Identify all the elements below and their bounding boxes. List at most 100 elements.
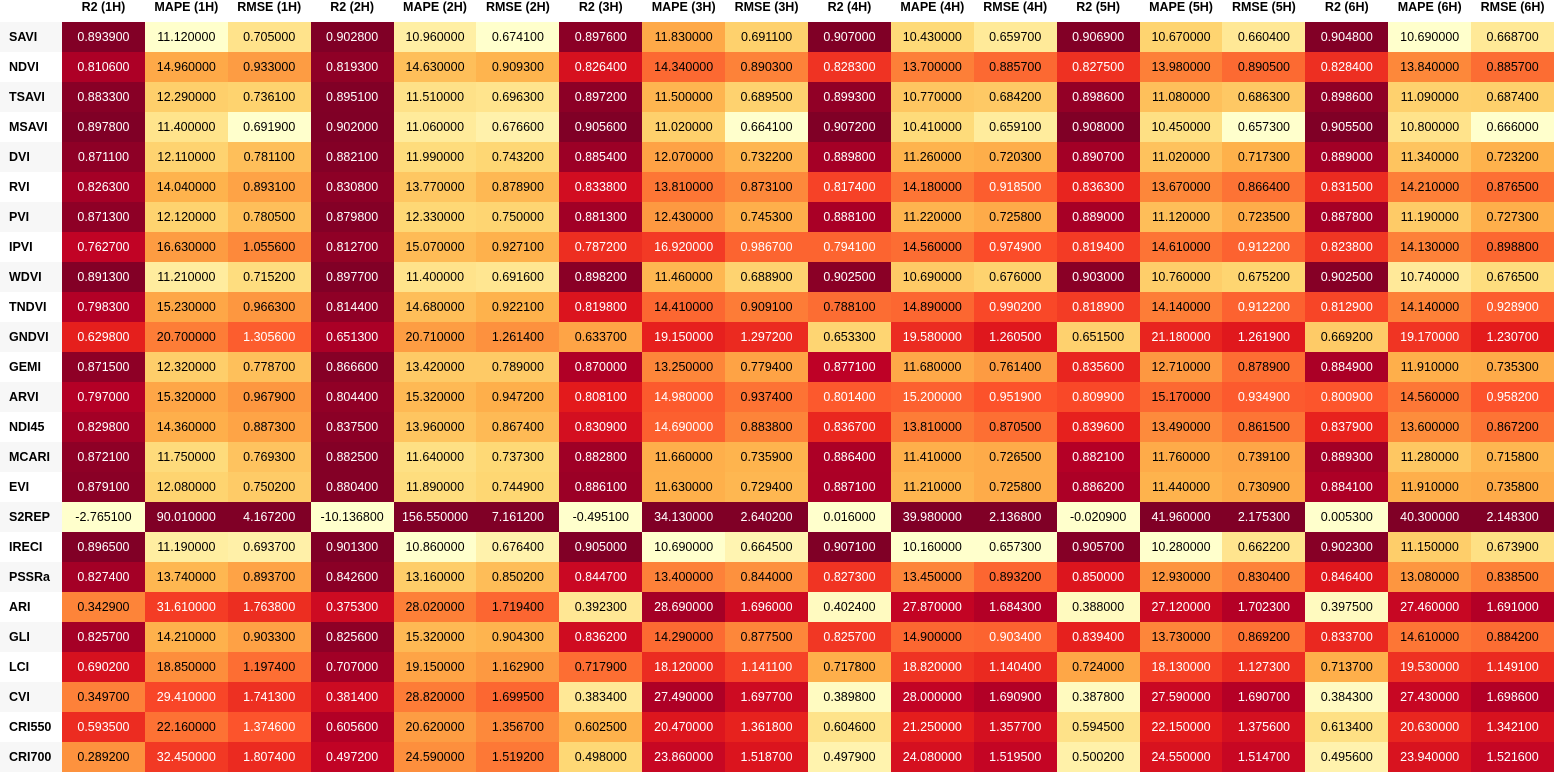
row-header: LCI: [0, 652, 62, 682]
heatmap-cell: 31.610000: [144, 592, 228, 622]
heatmap-cell: 11.120000: [144, 22, 228, 52]
heatmap-cell: 32.450000: [144, 742, 228, 772]
table-row: NDI45 0.829800 14.360000 0.887300 0.837500 13…: [0, 412, 1554, 442]
heatmap-cell: 0.893900: [62, 22, 145, 52]
heatmap-cell: 13.450000: [890, 562, 974, 592]
heatmap-cell: 12.120000: [144, 202, 228, 232]
heatmap-cell: 0.836200: [559, 622, 643, 652]
heatmap-cell: 0.879100: [62, 472, 145, 502]
heatmap-cell: 0.927100: [476, 232, 560, 262]
heatmap-cell: 0.903000: [1056, 262, 1140, 292]
heatmap-cell: 0.809900: [1056, 382, 1140, 412]
row-header: CRI550: [0, 712, 62, 742]
heatmap-cell: 18.850000: [144, 652, 228, 682]
heatmap-cell: 0.717300: [1222, 142, 1306, 172]
heatmap-cell: 1.741300: [227, 682, 311, 712]
heatmap-cell: 0.898800: [1471, 232, 1554, 262]
row-header: IRECI: [0, 532, 62, 562]
row-header: IPVI: [0, 232, 62, 262]
heatmap-cell: 0.787200: [559, 232, 643, 262]
heatmap-cell: 0.781100: [227, 142, 311, 172]
table-row: CRI550 0.593500 22.160000 1.374600 0.605600 2…: [0, 712, 1554, 742]
heatmap-cell: 13.420000: [393, 352, 477, 382]
heatmap-cell: 0.833700: [1305, 622, 1389, 652]
heatmap-cell: 11.190000: [1388, 202, 1472, 232]
heatmap-cell: 1.361800: [725, 712, 809, 742]
heatmap-cell: 0.725800: [973, 472, 1057, 502]
heatmap-cell: 11.220000: [890, 202, 974, 232]
heatmap-cell: 19.150000: [393, 652, 477, 682]
heatmap-cell: 27.460000: [1388, 592, 1472, 622]
heatmap-cell: 0.696300: [476, 82, 560, 112]
heatmap-cell: 0.918500: [973, 172, 1057, 202]
heatmap-cell: 0.761400: [973, 352, 1057, 382]
heatmap-cell: 41.960000: [1139, 502, 1223, 532]
heatmap-cell: 0.689500: [725, 82, 809, 112]
heatmap-cell: 0.657300: [973, 532, 1057, 562]
heatmap-cell: 2.640200: [725, 502, 809, 532]
heatmap-cell: 0.893700: [227, 562, 311, 592]
heatmap-cell: 0.872100: [62, 442, 145, 472]
heatmap-cell: 14.180000: [890, 172, 974, 202]
heatmap-cell: 0.890700: [1056, 142, 1140, 172]
heatmap-cell: 0.800900: [1305, 382, 1389, 412]
heatmap-cell: 0.871100: [62, 142, 145, 172]
heatmap-cell: 10.430000: [890, 22, 974, 52]
heatmap-cell: 0.736100: [227, 82, 311, 112]
heatmap-cell: 22.150000: [1139, 712, 1223, 742]
heatmap-cell: 13.740000: [144, 562, 228, 592]
heatmap-cell: 1.297200: [725, 322, 809, 352]
table-row: IRECI 0.896500 11.190000 0.693700 0.901300 10…: [0, 532, 1554, 562]
heatmap-cell: 0.688900: [725, 262, 809, 292]
heatmap-cell: 0.903400: [973, 622, 1057, 652]
heatmap-cell: 0.897200: [559, 82, 643, 112]
heatmap-cell: 0.882100: [310, 142, 394, 172]
heatmap-cell: 1.140400: [973, 652, 1057, 682]
heatmap-cell: 0.885400: [559, 142, 643, 172]
heatmap-cell: 11.280000: [1388, 442, 1472, 472]
heatmap-cell: 1.162900: [476, 652, 560, 682]
heatmap-cell: 10.960000: [393, 22, 477, 52]
heatmap-cell: 0.835600: [1056, 352, 1140, 382]
heatmap-cell: 14.610000: [1139, 232, 1223, 262]
row-header: S2REP: [0, 502, 62, 532]
heatmap-cell: 0.402400: [808, 592, 891, 622]
heatmap-cell: 0.912200: [1222, 292, 1306, 322]
heatmap-cell: 0.907200: [808, 112, 891, 142]
table-row: PVI 0.871300 12.120000 0.780500 0.879800 12.3…: [0, 202, 1554, 232]
heatmap-cell: 0.676000: [973, 262, 1057, 292]
heatmap-cell: 0.819300: [310, 52, 394, 82]
heatmap-cell: 11.260000: [890, 142, 974, 172]
heatmap-cell: 0.825700: [808, 622, 891, 652]
heatmap-cell: 0.727300: [1471, 202, 1554, 232]
heatmap-cell: 40.300000: [1388, 502, 1472, 532]
heatmap-cell: 0.887300: [227, 412, 311, 442]
heatmap-cell: 13.980000: [1139, 52, 1223, 82]
heatmap-cell: 0.909300: [476, 52, 560, 82]
heatmap-cell: 0.903300: [227, 622, 311, 652]
heatmap-cell: 0.947200: [476, 382, 560, 412]
heatmap-cell: 1.374600: [227, 712, 311, 742]
heatmap-cell: -0.020900: [1056, 502, 1140, 532]
heatmap-cell: 14.560000: [890, 232, 974, 262]
row-header: PSSRa: [0, 562, 62, 592]
heatmap-cell: 0.801400: [808, 382, 891, 412]
heatmap-cell: 0.904800: [1305, 22, 1389, 52]
heatmap-cell: 0.825700: [62, 622, 145, 652]
table-row: CRI700 0.289200 32.450000 1.807400 0.497200 2…: [0, 742, 1554, 772]
heatmap-cell: 11.760000: [1139, 442, 1223, 472]
heatmap-cell: 0.844000: [725, 562, 809, 592]
heatmap-cell: 1.518700: [725, 742, 809, 772]
heatmap-cell: 0.902300: [1305, 532, 1389, 562]
heatmap-cell: 0.902500: [808, 262, 891, 292]
heatmap-cell: 0.886100: [559, 472, 643, 502]
heatmap-cell: 28.690000: [642, 592, 726, 622]
heatmap-cell: 10.800000: [1388, 112, 1472, 142]
heatmap-cell: 0.797000: [62, 382, 145, 412]
heatmap-cell: 0.884200: [1471, 622, 1554, 652]
heatmap-cell: 11.150000: [1388, 532, 1472, 562]
heatmap-cell: 0.666000: [1471, 112, 1554, 142]
heatmap-cell: 1.691000: [1471, 592, 1554, 622]
heatmap-cell: 0.861500: [1222, 412, 1306, 442]
heatmap-cell: 0.743200: [476, 142, 560, 172]
